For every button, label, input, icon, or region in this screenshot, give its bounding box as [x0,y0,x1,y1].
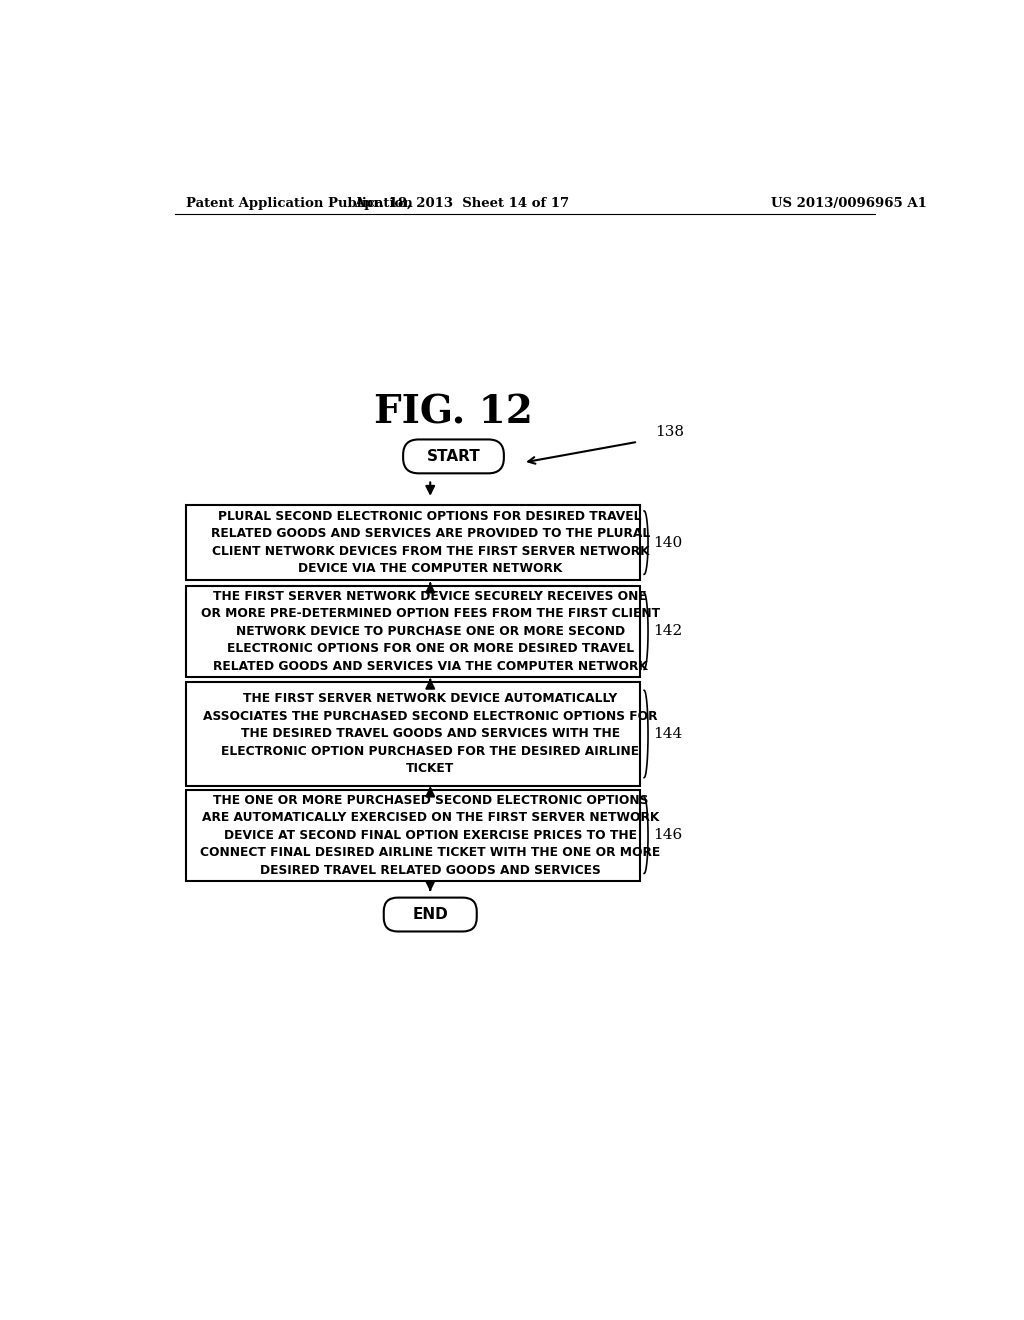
FancyBboxPatch shape [186,789,640,880]
FancyBboxPatch shape [186,682,640,785]
Text: THE FIRST SERVER NETWORK DEVICE AUTOMATICALLY
ASSOCIATES THE PURCHASED SECOND EL: THE FIRST SERVER NETWORK DEVICE AUTOMATI… [203,693,657,775]
FancyBboxPatch shape [186,586,640,677]
Text: 144: 144 [652,727,682,741]
Text: Apr. 18, 2013  Sheet 14 of 17: Apr. 18, 2013 Sheet 14 of 17 [353,197,568,210]
Text: THE FIRST SERVER NETWORK DEVICE SECURELY RECEIVES ONE
OR MORE PRE-DETERMINED OPT: THE FIRST SERVER NETWORK DEVICE SECURELY… [201,590,659,673]
Text: 142: 142 [652,624,682,638]
Text: THE ONE OR MORE PURCHASED SECOND ELECTRONIC OPTIONS
ARE AUTOMATICALLY EXERCISED : THE ONE OR MORE PURCHASED SECOND ELECTRO… [200,793,660,876]
Text: PLURAL SECOND ELECTRONIC OPTIONS FOR DESIRED TRAVEL
RELATED GOODS AND SERVICES A: PLURAL SECOND ELECTRONIC OPTIONS FOR DES… [211,510,650,576]
Text: US 2013/0096965 A1: US 2013/0096965 A1 [771,197,927,210]
FancyBboxPatch shape [403,440,504,474]
FancyBboxPatch shape [186,506,640,581]
Text: Patent Application Publication: Patent Application Publication [186,197,413,210]
Text: FIG. 12: FIG. 12 [374,393,532,432]
Text: 138: 138 [655,425,684,438]
Text: 140: 140 [652,536,682,549]
FancyBboxPatch shape [384,898,477,932]
Text: 146: 146 [652,828,682,842]
Text: END: END [413,907,449,923]
Text: START: START [427,449,480,463]
